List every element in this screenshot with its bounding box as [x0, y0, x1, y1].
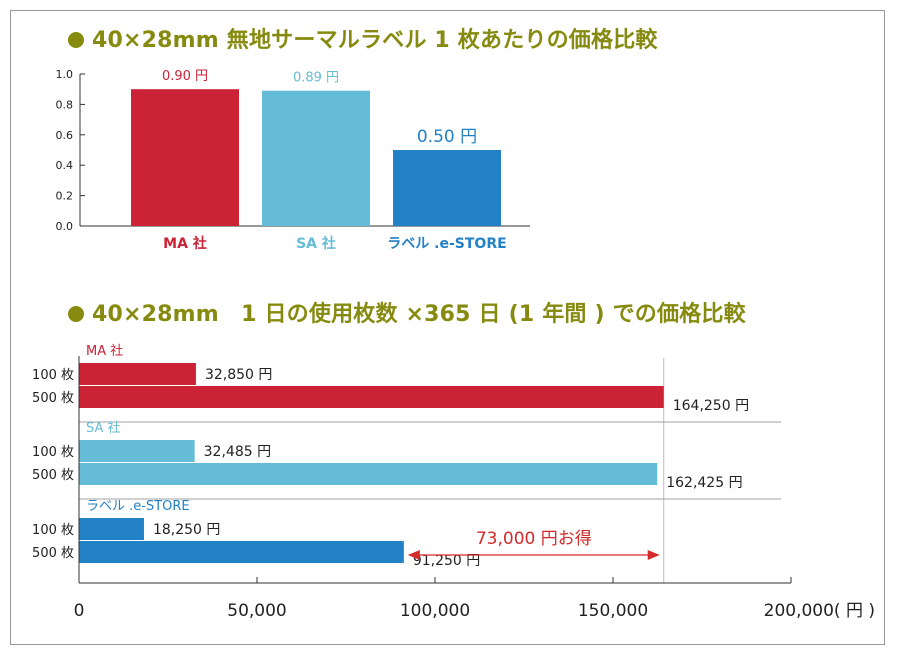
title-bullet-icon	[68, 32, 84, 48]
title-bullet-icon	[68, 306, 84, 322]
price-per-label-title: 40×28mm 無地サーマルラベル 1 枚あたりの価格比較	[68, 22, 658, 54]
price-per-label-title-text: 40×28mm 無地サーマルラベル 1 枚あたりの価格比較	[92, 28, 658, 53]
chart-frame	[10, 10, 885, 645]
annual-cost-title: 40×28mm 1 日の使用枚数 ×365 日 (1 年間 ) での価格比較	[68, 296, 746, 328]
annual-cost-title-text: 40×28mm 1 日の使用枚数 ×365 日 (1 年間 ) での価格比較	[92, 302, 746, 327]
